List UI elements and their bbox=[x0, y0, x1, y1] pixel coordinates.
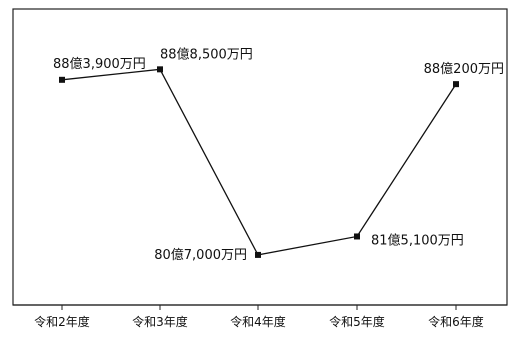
data-point bbox=[354, 233, 360, 240]
data-point bbox=[255, 251, 261, 258]
x-tick-label: 令和4年度 bbox=[230, 314, 286, 329]
data-label: 80億7,000万円 bbox=[154, 247, 247, 263]
data-labels: 88億3,900万円 88億8,500万円 80億7,000万円 81億5,100万円… bbox=[53, 46, 504, 263]
x-tick-label: 令和5年度 bbox=[329, 314, 385, 329]
x-tick-label: 令和2年度 bbox=[34, 314, 90, 329]
data-label: 88億8,500万円 bbox=[160, 46, 253, 62]
data-label: 88億200万円 bbox=[424, 61, 504, 77]
x-tick-label: 令和3年度 bbox=[132, 314, 188, 329]
data-label: 88億3,900万円 bbox=[53, 56, 146, 72]
data-points bbox=[59, 66, 459, 258]
x-tick-label: 令和6年度 bbox=[428, 314, 484, 329]
data-point bbox=[453, 81, 459, 88]
data-label: 81億5,100万円 bbox=[371, 232, 464, 248]
chart-frame bbox=[12, 8, 508, 306]
series-line bbox=[61, 68, 457, 256]
data-point bbox=[59, 76, 65, 83]
x-axis-ticks: 令和2年度 令和3年度 令和4年度 令和5年度 令和6年度 bbox=[34, 305, 484, 329]
data-point bbox=[157, 66, 163, 73]
